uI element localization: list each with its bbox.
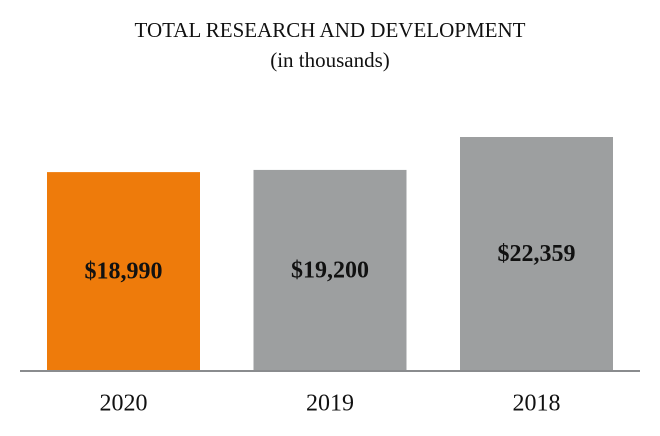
- x-tick-label: 2018: [513, 391, 561, 417]
- value-label: $22,359: [498, 241, 576, 267]
- chart-title: TOTAL RESEARCH AND DEVELOPMENT: [135, 18, 526, 42]
- bar: [47, 172, 200, 370]
- chart-subtitle: (in thousands): [270, 48, 390, 72]
- bar: [460, 137, 613, 370]
- x-tick-label: 2019: [306, 391, 354, 417]
- value-label: $19,200: [291, 257, 369, 283]
- value-label: $18,990: [85, 259, 163, 285]
- bar: [253, 169, 407, 370]
- x-tick-label: 2020: [100, 391, 148, 417]
